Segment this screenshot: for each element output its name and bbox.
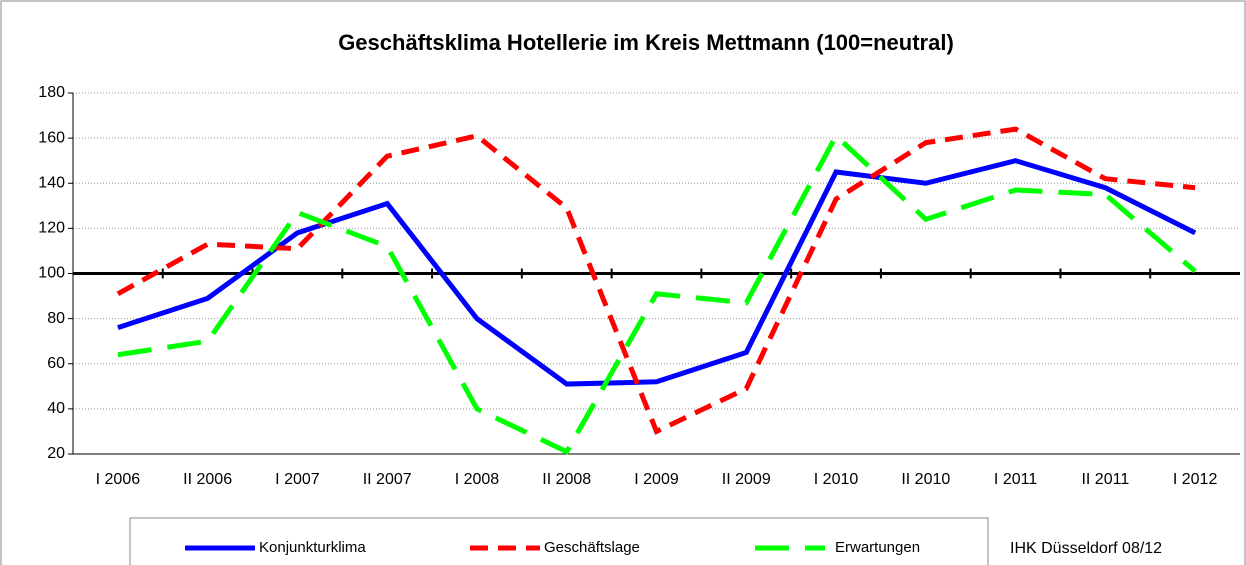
- series-line: [117, 131, 1197, 456]
- x-tick-label: I 2010: [814, 471, 859, 488]
- x-tick-label: I 2009: [634, 471, 679, 488]
- y-tick-label: 20: [47, 445, 65, 462]
- y-tick-label: 180: [38, 84, 65, 101]
- y-tick-label: 160: [38, 129, 65, 146]
- x-tick-label: II 2008: [542, 471, 591, 488]
- y-tick-label: 80: [47, 310, 65, 327]
- y-tick-label: 40: [47, 400, 65, 417]
- y-tick-label: 100: [38, 265, 65, 282]
- y-tick-label: 60: [47, 355, 65, 372]
- x-tick-label: II 2009: [722, 471, 771, 488]
- legend-label: Konjunkturklima: [259, 539, 366, 556]
- legend-box: [129, 517, 989, 565]
- legend-label: Erwartungen: [835, 539, 920, 556]
- chart-title: Geschäftsklima Hotellerie im Kreis Mettm…: [338, 30, 954, 55]
- x-tick-label: I 2012: [1173, 471, 1218, 488]
- x-tick-label: I 2006: [96, 471, 141, 488]
- series-line: [116, 126, 1196, 435]
- x-tick-label: I 2007: [275, 471, 320, 488]
- x-tick-label: I 2008: [455, 471, 500, 488]
- x-tick-label: II 2007: [363, 471, 412, 488]
- x-tick-label: II 2010: [901, 471, 950, 488]
- y-tick-label: 120: [38, 220, 65, 237]
- x-tick-label: II 2006: [183, 471, 232, 488]
- legend-label: Geschäftslage: [544, 539, 640, 556]
- source-note: IHK Düsseldorf 08/12: [1010, 540, 1162, 557]
- series-line: [117, 158, 1197, 387]
- y-tick-label: 140: [38, 174, 65, 191]
- x-tick-label: I 2011: [994, 471, 1037, 488]
- x-tick-label: II 2011: [1081, 471, 1129, 488]
